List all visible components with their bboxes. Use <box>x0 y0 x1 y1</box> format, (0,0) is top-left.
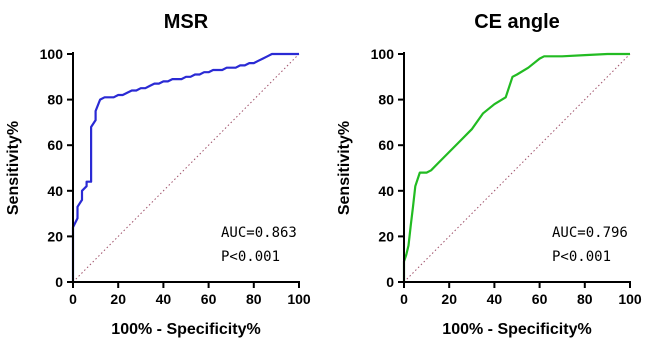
x-axis-label: 100% - Specificity% <box>442 321 591 338</box>
y-tick-label: 0 <box>55 274 63 290</box>
roc-panel-ce-angle: CE angle Sensitivity% 100% - Specificity… <box>336 11 642 338</box>
roc-panel-msr: MSR Sensitivity% 100% - Specificity% AUC… <box>5 11 311 338</box>
x-tick-label: 40 <box>156 291 172 307</box>
x-tick-label: 40 <box>487 291 503 307</box>
y-tick-label: 100 <box>371 46 395 62</box>
reference-diagonal <box>403 53 631 283</box>
x-tick-label: 100 <box>618 291 642 307</box>
auc-annotation: AUC=0.796 <box>552 225 628 241</box>
x-tick-label: 20 <box>110 291 126 307</box>
y-tick-label: 60 <box>378 137 394 153</box>
x-tick-label: 60 <box>201 291 217 307</box>
x-tick-label: 0 <box>400 291 408 307</box>
y-tick-label: 0 <box>386 274 394 290</box>
x-tick-label: 0 <box>69 291 77 307</box>
y-tick-label: 40 <box>47 183 63 199</box>
x-tick-label: 60 <box>532 291 548 307</box>
reference-diagonal <box>72 53 300 283</box>
y-tick-label: 20 <box>47 228 63 244</box>
chart-title: MSR <box>164 11 209 33</box>
x-tick-label: 80 <box>577 291 593 307</box>
x-tick-label: 100 <box>287 291 311 307</box>
x-axis-label: 100% - Specificity% <box>111 321 260 338</box>
y-tick-label: 80 <box>47 92 63 108</box>
y-tick-label: 40 <box>378 183 394 199</box>
p-value-annotation: P<0.001 <box>221 249 280 265</box>
x-tick-label: 80 <box>246 291 262 307</box>
y-axis-label: Sensitivity% <box>5 121 22 215</box>
y-axis-label: Sensitivity% <box>336 121 353 215</box>
y-tick-label: 100 <box>40 46 64 62</box>
x-tick-label: 20 <box>441 291 457 307</box>
y-tick-label: 20 <box>378 228 394 244</box>
chart-title: CE angle <box>474 11 560 33</box>
roc-curve <box>71 52 299 282</box>
p-value-annotation: P<0.001 <box>552 249 611 265</box>
auc-annotation: AUC=0.863 <box>221 225 297 241</box>
roc-curve <box>402 52 630 282</box>
y-tick-label: 60 <box>47 137 63 153</box>
y-tick-label: 80 <box>378 92 394 108</box>
